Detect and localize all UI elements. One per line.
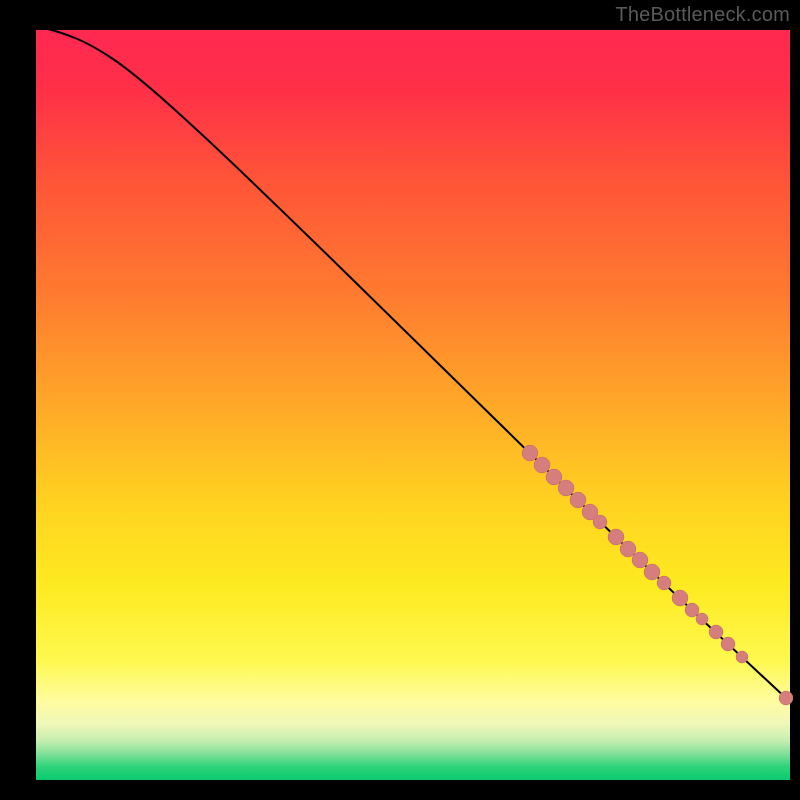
marker-point — [570, 492, 586, 508]
marker-point — [534, 457, 550, 473]
marker-point — [709, 625, 723, 639]
chart-svg — [0, 0, 800, 800]
marker-point — [736, 651, 748, 663]
marker-point — [522, 445, 538, 461]
marker-point — [672, 590, 688, 606]
marker-point — [657, 576, 671, 590]
plot-background-gradient — [36, 30, 790, 780]
marker-point — [546, 469, 562, 485]
marker-point — [779, 691, 793, 705]
marker-point — [558, 480, 574, 496]
marker-point — [632, 552, 648, 568]
watermark-text: TheBottleneck.com — [615, 4, 790, 27]
chart-container: TheBottleneck.com — [0, 0, 800, 800]
marker-point — [685, 603, 699, 617]
marker-point — [593, 515, 607, 529]
marker-point — [620, 541, 636, 557]
marker-point — [644, 564, 660, 580]
marker-point — [696, 613, 708, 625]
marker-point — [721, 637, 735, 651]
marker-point — [608, 529, 624, 545]
